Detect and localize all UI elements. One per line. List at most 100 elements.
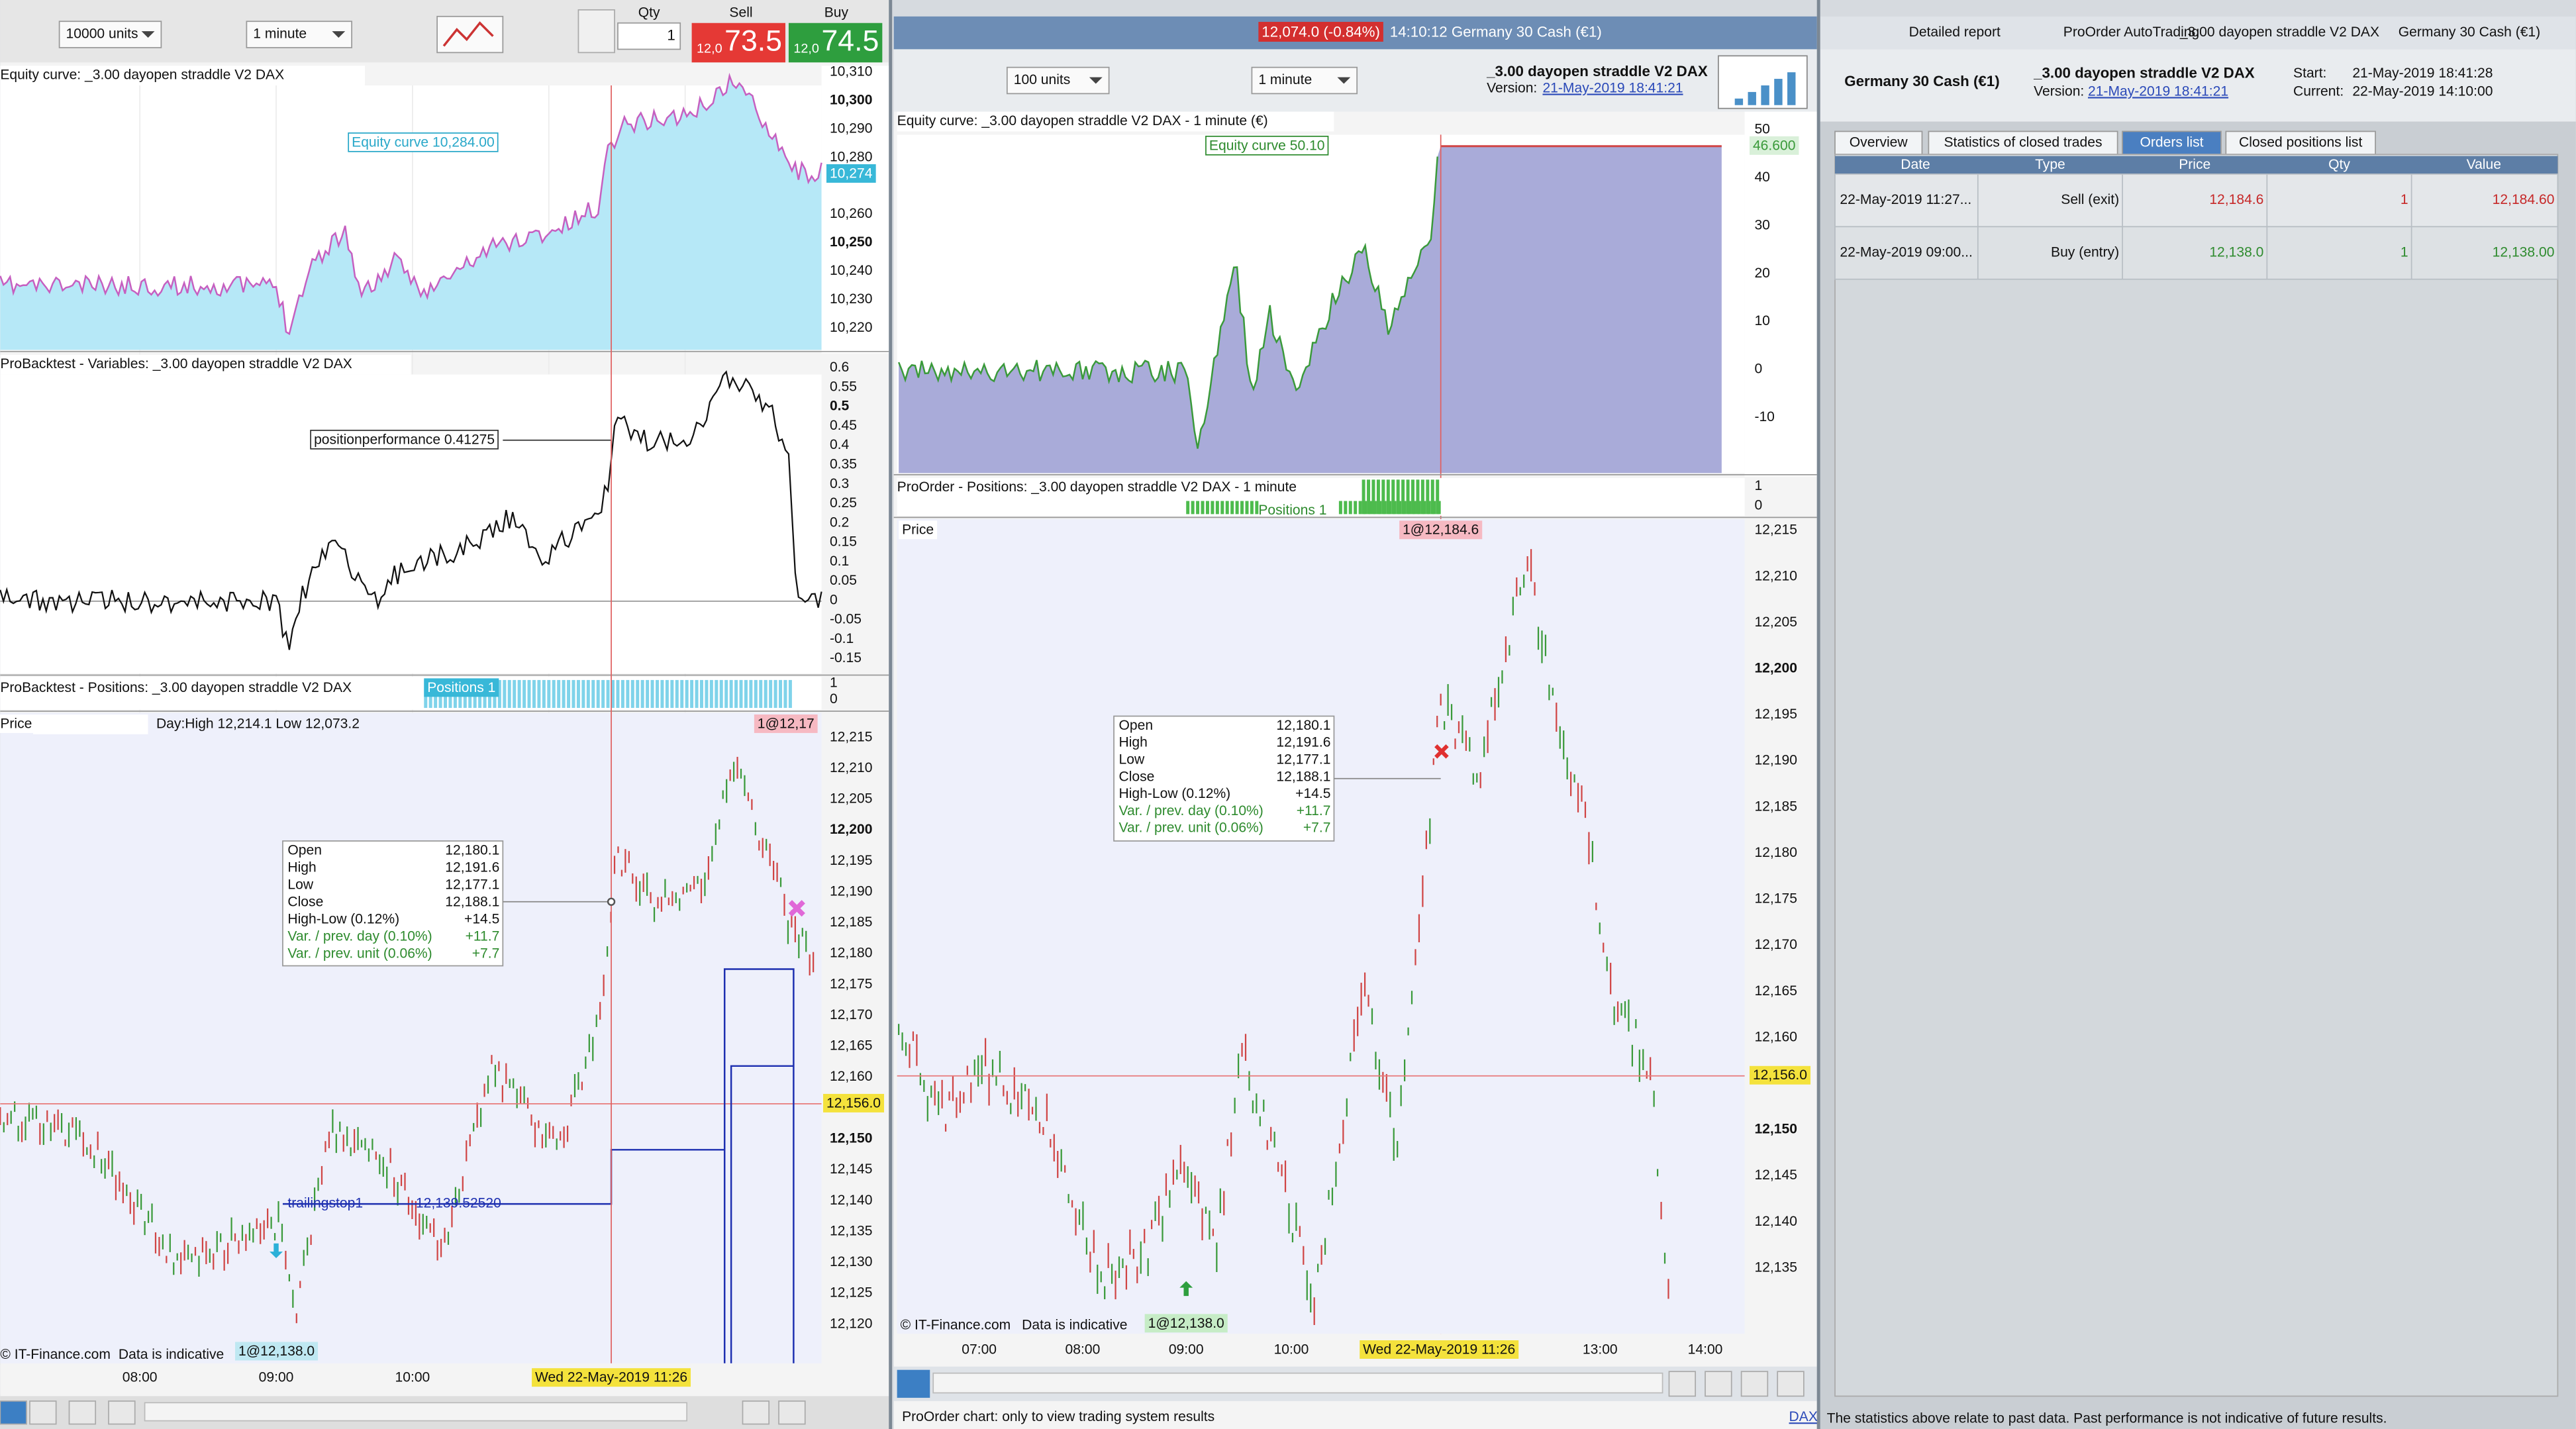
timeframe-dropdown[interactable] [1251, 66, 1358, 95]
label: Var. / prev. unit (0.06%) [1119, 820, 1263, 836]
tab-label[interactable]: Overview [1850, 134, 1908, 150]
axis-label: 12,135 [1754, 1259, 1797, 1275]
position-bar [606, 679, 610, 709]
label: Open [287, 842, 322, 858]
tab[interactable] [1928, 130, 2118, 156]
axis-label: 10,310 [830, 64, 872, 79]
sell-button[interactable] [691, 23, 785, 63]
label[interactable]: 12,0 [793, 42, 819, 56]
toolbar-button[interactable] [742, 1400, 770, 1425]
axis-label: 10,290 [830, 121, 872, 136]
tab-label[interactable]: Statistics of closed trades [1944, 134, 2103, 150]
label: 10:00 [395, 1370, 430, 1385]
label: Version: [2034, 83, 2084, 99]
axis-label: 12,145 [830, 1161, 872, 1177]
share-button[interactable] [897, 1369, 930, 1398]
position-bar [1391, 479, 1395, 515]
timeframe-dropdown-text[interactable]: 1 minute [253, 26, 307, 42]
units-dropdown[interactable] [58, 21, 162, 48]
zoom-button[interactable] [1668, 1371, 1697, 1397]
label: 12,180.1 [1276, 718, 1330, 733]
label[interactable]: Detailed report [1909, 25, 2001, 40]
tab-label[interactable]: Closed positions list [2239, 134, 2362, 150]
tab[interactable] [2122, 130, 2222, 156]
tab[interactable] [2225, 130, 2376, 156]
label[interactable]: 73.5 [724, 25, 782, 57]
axis-label: 0 [1754, 362, 1762, 377]
axis-label: 12,195 [1754, 707, 1797, 722]
tab-label[interactable]: Orders list [2140, 134, 2203, 150]
table-area [1834, 154, 2559, 1397]
toolbar-button[interactable] [778, 1400, 806, 1425]
tool-button[interactable] [577, 9, 615, 54]
label: 1@12,184.6 [1403, 522, 1479, 538]
label[interactable]: 21-May-2019 18:41:21 [1542, 81, 1683, 96]
column-header[interactable]: Date [1901, 157, 1930, 172]
axis-label: 12,145 [1754, 1167, 1797, 1183]
table-row [1834, 173, 2559, 228]
scrollbar[interactable] [932, 1372, 1663, 1394]
dropdown-arrow [332, 31, 346, 38]
label[interactable]: Germany 30 Cash (€1) [2399, 25, 2540, 40]
label[interactable]: 12,0 [697, 42, 722, 56]
position-bar [749, 679, 753, 709]
timeframe-dropdown[interactable] [246, 21, 353, 48]
zoom-button[interactable] [1777, 1371, 1805, 1397]
table-header [1834, 156, 2558, 174]
label[interactable]: _3.00 dayopen straddle V2 DAX [2179, 25, 2379, 40]
axis-label: 0.3 [830, 476, 849, 491]
units-dropdown[interactable] [1006, 66, 1110, 95]
position-bar [699, 679, 703, 709]
axis-label: 12,180 [1754, 845, 1797, 860]
toolbar-button[interactable] [29, 1400, 57, 1425]
units-dropdown-text[interactable]: 100 units [1014, 72, 1071, 87]
label[interactable]: ProOrder AutoTrading [2063, 25, 2199, 40]
qty-value[interactable]: 1 [667, 26, 675, 43]
zoom-button[interactable] [1705, 1371, 1732, 1397]
position-bar [503, 679, 507, 709]
column-header[interactable]: Value [2467, 157, 2501, 172]
position-bar [1406, 479, 1410, 515]
label: 12,156.0 [1753, 1067, 1807, 1083]
position-bar [517, 679, 521, 709]
axis-label: 0.35 [830, 457, 857, 472]
column-header[interactable]: Price [2179, 157, 2210, 172]
position-bar [754, 679, 758, 709]
label-box [1399, 520, 1483, 540]
position-bar [591, 679, 595, 709]
axis-label: 0.4 [830, 437, 850, 452]
equity-area [899, 146, 1722, 473]
exit-marker [1434, 744, 1449, 759]
zoom-button[interactable] [1740, 1371, 1769, 1397]
price-tools[interactable] [32, 714, 148, 734]
dropdown-arrow [141, 31, 155, 38]
cell: Sell (exit) [2061, 192, 2119, 207]
label[interactable]: 21-May-2019 18:41:21 [2088, 83, 2228, 99]
toolbar-button[interactable] [0, 1400, 27, 1425]
toolbar-button[interactable] [68, 1400, 97, 1425]
panel-title: Equity curve: _3.00 dayopen straddle V2 … [897, 113, 1268, 128]
axis-label: -10 [1754, 409, 1774, 424]
tab[interactable] [1834, 130, 1923, 156]
position-bar [665, 679, 669, 709]
label: Low [1119, 752, 1145, 767]
position-bar [586, 679, 590, 709]
label: Buy [824, 5, 849, 20]
label-box [310, 429, 499, 450]
column-header[interactable]: Qty [2328, 157, 2350, 172]
timeframe-dropdown-text[interactable]: 1 minute [1258, 72, 1312, 87]
column-header[interactable]: Type [2035, 157, 2065, 172]
buy-button[interactable] [788, 23, 883, 63]
position-bar [1436, 479, 1440, 515]
panel-title: ProBacktest - Variables: _3.00 dayopen s… [0, 356, 352, 371]
units-dropdown-text[interactable]: 10000 units [66, 26, 138, 42]
label[interactable]: 74.5 [822, 25, 879, 57]
label[interactable]: DAX [1789, 1409, 1818, 1424]
label: High [1119, 735, 1148, 750]
scrollbar[interactable] [144, 1402, 688, 1422]
toolbar-button[interactable] [108, 1400, 136, 1425]
position-bar [646, 679, 650, 709]
qty-input[interactable] [617, 22, 681, 50]
position-bar [1401, 479, 1405, 515]
position-bar [562, 679, 566, 709]
